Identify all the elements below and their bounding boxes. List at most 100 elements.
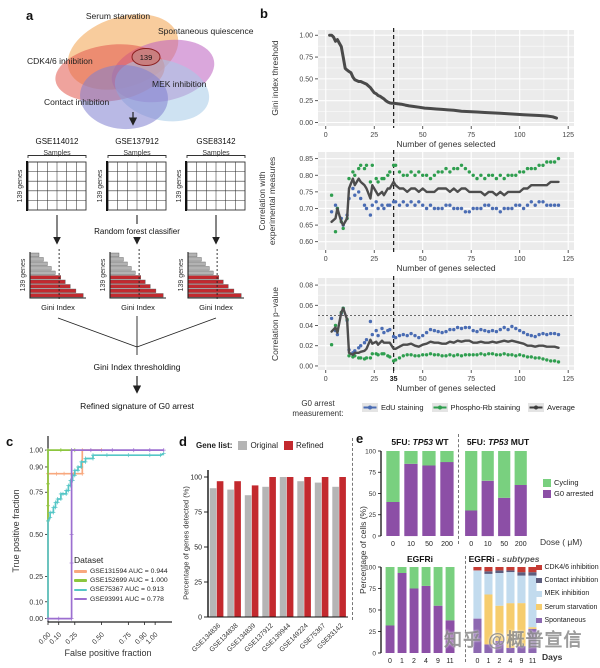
legend-item: EdU staining <box>362 403 424 412</box>
venn-center <box>131 48 161 66</box>
svg-text:1.00: 1.00 <box>299 33 313 40</box>
svg-text:139 genes: 139 genes <box>100 258 107 291</box>
svg-text:Refined signature of G0 arrest: Refined signature of G0 arrest <box>80 401 195 411</box>
legend-swatch <box>74 597 87 601</box>
legend-label: GSE93991 AUC = 0.778 <box>90 595 164 603</box>
c-y-axis-label: True positive fraction <box>10 489 21 573</box>
workflow-diagram: 139 Serum starvation Spontaneous quiescenc… <box>0 0 255 430</box>
svg-text:0: 0 <box>324 376 328 383</box>
legend-swatch <box>543 489 551 498</box>
svg-text:0.00: 0.00 <box>299 363 313 370</box>
legend-swatch <box>536 617 542 623</box>
svg-text:9: 9 <box>520 658 524 665</box>
svg-text:25: 25 <box>194 580 202 587</box>
legend-item: Average <box>528 403 575 412</box>
legend-key <box>362 403 378 412</box>
legend-item: MEK inhibition <box>536 590 599 597</box>
d-legend: Gene list: Original Refined <box>196 441 324 450</box>
legend-swatch <box>284 441 294 450</box>
legend-swatch <box>536 591 542 597</box>
dose-axis-label: Dose ( μM) <box>540 537 583 547</box>
svg-text:GSE83142: GSE83142 <box>196 137 236 146</box>
stacked-chart-5fu-mut: 0 10 50 200 <box>463 451 529 548</box>
panel-c-label: c <box>6 434 14 449</box>
svg-text:Gini Index: Gini Index <box>199 303 233 312</box>
legend-swatch <box>536 604 542 610</box>
svg-text:0: 0 <box>324 132 328 139</box>
chart-title-egfri-subtypes: EGFRi - subtypes <box>448 554 560 564</box>
title-prefix: 5FU: <box>466 437 489 447</box>
svg-text:0.04: 0.04 <box>299 323 313 330</box>
svg-text:0: 0 <box>391 541 395 548</box>
svg-text:75: 75 <box>467 376 475 383</box>
svg-text:0.75: 0.75 <box>29 490 43 497</box>
legend-item: Phospho-Rb staining <box>431 403 520 412</box>
svg-text:75: 75 <box>369 470 377 477</box>
title-gene: TP53 <box>488 437 509 447</box>
svg-text:139 genes: 139 genes <box>97 169 104 202</box>
legend-label: Average <box>547 403 575 412</box>
svg-text:0.10: 0.10 <box>29 599 43 606</box>
svg-text:125: 125 <box>562 132 574 139</box>
svg-text:100: 100 <box>365 448 376 455</box>
title-prefix: 5FU: <box>391 437 413 447</box>
legend-item: G0 arrested <box>543 489 594 498</box>
stacked-chart-egfri: 0 1 2 4 9 11 0 25 50 75 100 <box>365 564 456 665</box>
svg-text:1.00: 1.00 <box>145 631 160 646</box>
svg-text:MEK inhibition: MEK inhibition <box>152 79 207 89</box>
legend-item: CDK4/6 inhibition <box>536 564 599 571</box>
svg-text:Gini Index thresholding: Gini Index thresholding <box>94 362 181 372</box>
svg-text:0.00: 0.00 <box>29 616 43 623</box>
panel-b-label: b <box>260 6 268 21</box>
e-legend-subtypes: CDK4/6 inhibition Contact inhibition MEK i… <box>536 564 599 630</box>
legend-swatch <box>74 579 87 582</box>
svg-text:CDK4/6 inhibition: CDK4/6 inhibition <box>27 56 93 66</box>
legend-label: Spontaneous <box>544 616 586 624</box>
panel-a-label: a <box>26 8 34 23</box>
svg-text:139 genes: 139 genes <box>20 258 27 291</box>
svg-text:0: 0 <box>372 533 376 540</box>
svg-text:Gini Index: Gini Index <box>121 303 155 312</box>
d-legend-title: Gene list: <box>196 441 233 450</box>
svg-text:0.50: 0.50 <box>29 532 43 539</box>
e-legend-main: Cycling G0 arrested <box>543 478 594 500</box>
svg-text:11: 11 <box>446 658 453 665</box>
svg-text:50: 50 <box>419 132 427 139</box>
svg-text:50: 50 <box>369 607 377 614</box>
svg-text:100: 100 <box>190 475 202 482</box>
b2-x-axis-label: Number of genes selected <box>396 263 496 273</box>
svg-text:100: 100 <box>514 376 526 383</box>
e-y-axis-label: Percentage of cells (%) <box>358 506 369 594</box>
svg-text:50: 50 <box>194 545 202 552</box>
legend-item: GSE131594 AUC = 0.944 <box>74 568 168 575</box>
svg-text:139 genes: 139 genes <box>178 258 185 291</box>
svg-text:0: 0 <box>469 541 473 548</box>
legend-label: CDK4/6 inhibition <box>544 564 599 571</box>
svg-text:0.02: 0.02 <box>299 343 313 350</box>
svg-text:0.25: 0.25 <box>299 98 313 105</box>
svg-text:0: 0 <box>372 650 376 657</box>
legend-swatch <box>543 478 551 487</box>
legend-item: Refined <box>284 441 324 450</box>
legend-label: Original <box>250 441 279 450</box>
legend-label: EdU staining <box>381 403 424 412</box>
svg-text:0.06: 0.06 <box>299 303 313 310</box>
legend-item: GSE75367 AUC = 0.913 <box>74 586 168 593</box>
svg-text:Samples: Samples <box>43 150 71 157</box>
svg-text:25: 25 <box>369 629 377 636</box>
svg-text:Random forest classifier: Random forest classifier <box>94 227 180 236</box>
legend-swatch <box>536 577 542 584</box>
svg-text:10: 10 <box>407 541 415 548</box>
legend-item: Spontaneous <box>536 617 599 624</box>
panel-separator <box>352 438 353 620</box>
svg-text:0: 0 <box>198 615 202 622</box>
b3-y-axis-label: Correlation p−value <box>270 287 281 361</box>
days-axis-label: Days <box>542 652 563 662</box>
b2-y-axis-label-line2: experimental measures <box>267 156 277 246</box>
legend-label: G0 arrested <box>554 489 594 498</box>
svg-text:Contact inhibition: Contact inhibition <box>44 97 109 107</box>
separator-5fu <box>458 434 459 544</box>
svg-text:50: 50 <box>419 256 427 263</box>
svg-text:75: 75 <box>467 256 475 263</box>
panel-e-label: e <box>356 431 364 446</box>
